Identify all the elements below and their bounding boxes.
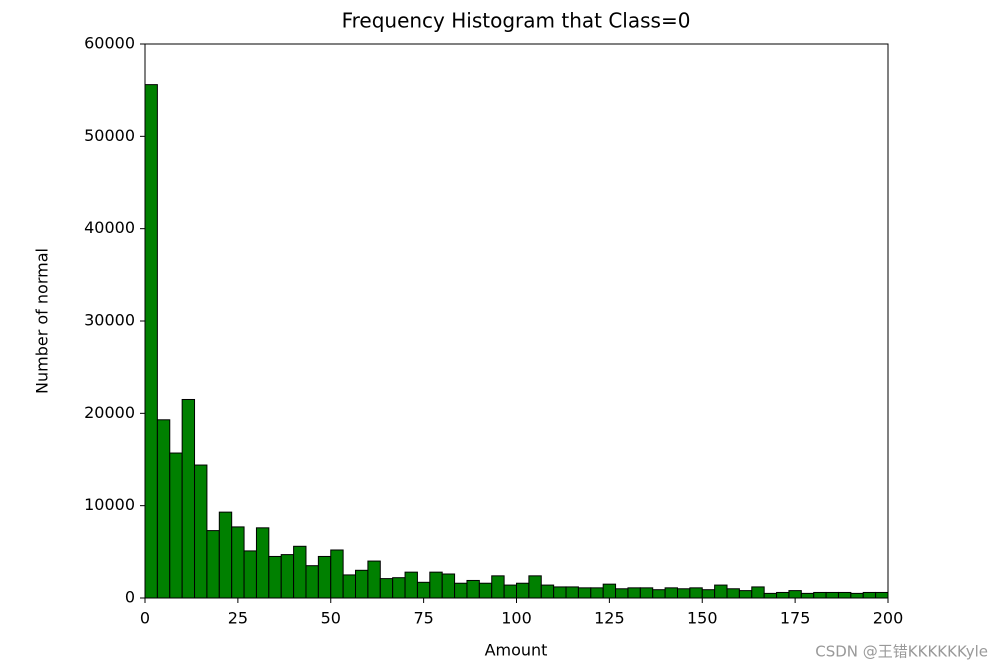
bar <box>441 573 456 599</box>
x-tick-label: 150 <box>687 609 718 628</box>
bar <box>553 586 567 599</box>
bar <box>317 555 332 599</box>
bar <box>615 588 629 599</box>
bar <box>466 579 480 599</box>
bar <box>491 575 505 599</box>
bar <box>627 587 641 599</box>
watermark: CSDN @王错KKKKKKyle <box>815 643 988 661</box>
bar <box>726 588 740 599</box>
bar <box>169 452 183 599</box>
y-tick-label: 10000 <box>84 495 135 514</box>
bar <box>850 592 864 599</box>
bar <box>156 419 171 599</box>
x-tick-label: 0 <box>140 609 150 628</box>
bar <box>639 587 654 599</box>
bar <box>206 530 220 599</box>
y-axis-label: Number of normal <box>33 248 52 394</box>
bar <box>565 586 579 599</box>
x-tick-label: 75 <box>413 609 433 628</box>
y-tick-label: 60000 <box>84 34 135 53</box>
x-tick-label: 25 <box>228 609 248 628</box>
plot-frame <box>144 43 889 599</box>
bar <box>379 578 394 599</box>
bar <box>255 527 270 599</box>
bar <box>528 575 542 599</box>
bar <box>664 587 678 599</box>
bar <box>751 586 765 599</box>
bar <box>776 591 790 599</box>
bar <box>837 591 852 599</box>
bar <box>590 587 604 599</box>
chart-title: Frequency Histogram that Class=0 <box>342 9 691 33</box>
bar <box>689 587 703 599</box>
bar <box>355 569 369 599</box>
bar <box>478 582 493 599</box>
x-tick-label: 50 <box>321 609 341 628</box>
x-tick-label: 100 <box>501 609 532 628</box>
y-tick-label: 20000 <box>84 403 135 422</box>
bar <box>875 591 889 599</box>
bar <box>305 565 319 599</box>
bar <box>231 526 245 599</box>
bar <box>577 587 592 599</box>
bar <box>268 555 282 599</box>
bar <box>676 588 691 599</box>
bar <box>218 511 233 599</box>
bar <box>416 581 431 599</box>
bar <box>330 549 344 599</box>
x-tick-label: 175 <box>780 609 811 628</box>
bar <box>503 584 517 599</box>
bar <box>144 84 158 599</box>
bar <box>800 592 815 599</box>
bar <box>540 584 555 599</box>
bar <box>404 571 418 599</box>
x-axis-label: Amount <box>485 641 548 660</box>
bar <box>293 545 307 599</box>
bar <box>367 560 381 599</box>
bar <box>516 582 530 599</box>
bar <box>813 591 827 599</box>
bar <box>763 592 778 599</box>
bar <box>181 398 196 599</box>
bar <box>862 591 877 599</box>
x-tick-label: 125 <box>594 609 625 628</box>
bar <box>701 589 716 599</box>
bar <box>194 464 208 599</box>
y-tick-label: 30000 <box>84 311 135 330</box>
bar <box>738 590 753 599</box>
bar <box>788 590 802 599</box>
bar <box>454 582 468 599</box>
y-tick-label: 0 <box>125 588 135 607</box>
bar <box>602 583 617 599</box>
bar <box>652 589 666 599</box>
y-tick-label: 40000 <box>84 218 135 237</box>
bar <box>825 591 839 599</box>
x-tick-label: 200 <box>873 609 904 628</box>
bar <box>429 571 443 599</box>
bar <box>714 584 728 599</box>
bar <box>392 577 406 599</box>
bar <box>342 574 357 599</box>
bar <box>280 554 295 599</box>
bar <box>243 550 257 599</box>
y-tick-label: 50000 <box>84 126 135 145</box>
